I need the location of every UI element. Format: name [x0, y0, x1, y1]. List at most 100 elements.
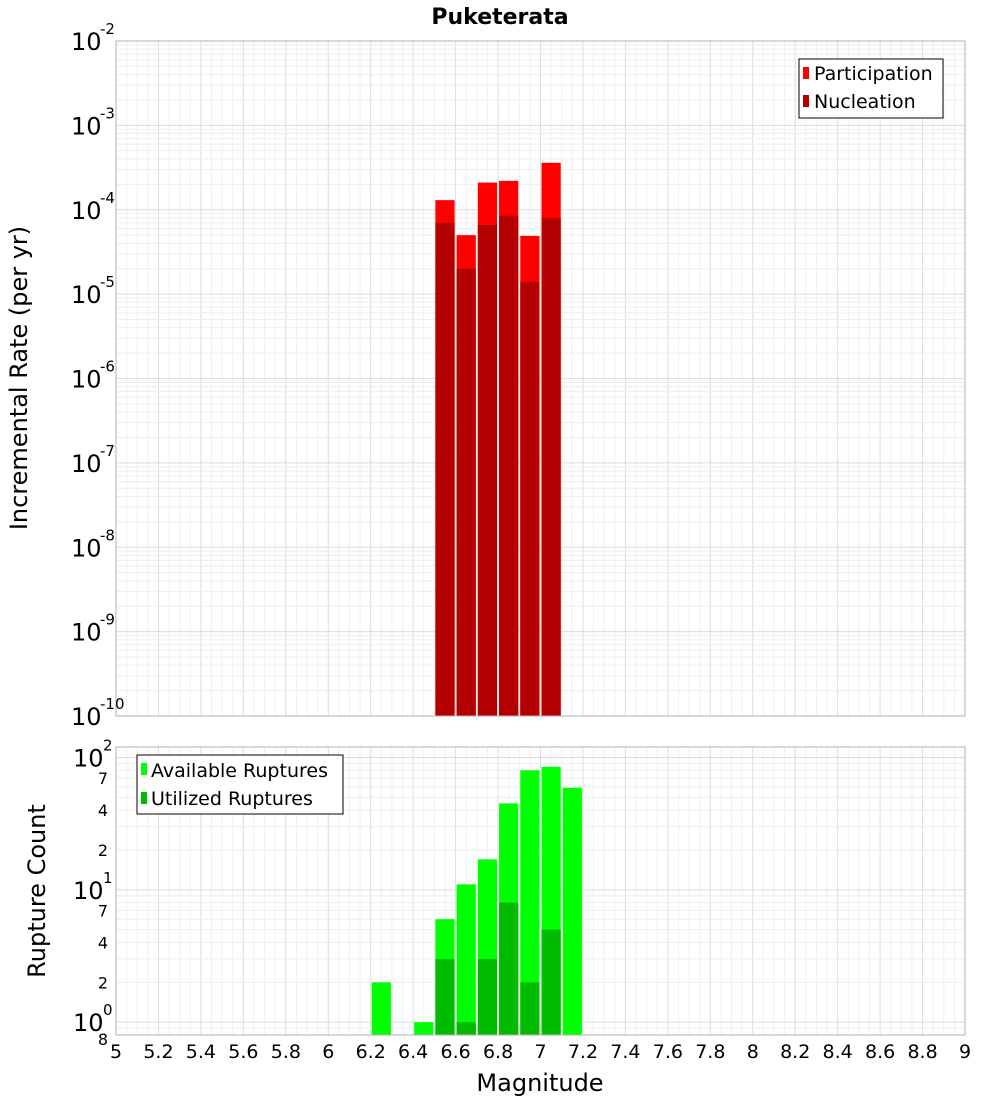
rate-panel-y-ticks: 10-210-310-410-510-610-710-810-910-10 — [71, 20, 125, 731]
count-y-minor-tick-6: 8 — [98, 1030, 108, 1049]
rate-y-tick-base: 10 — [71, 619, 102, 647]
x-tick-13: 7.6 — [653, 1041, 683, 1063]
rate-bar-1-4 — [520, 281, 540, 716]
x-tick-3: 5.6 — [228, 1041, 258, 1063]
rate-y-tick-base: 10 — [71, 281, 102, 309]
count-panel-grid — [115, 747, 966, 1036]
count-bar-1-3 — [456, 1022, 476, 1035]
rate-y-tick-base: 10 — [71, 112, 102, 140]
count-y-tick-exponent: 2 — [103, 736, 113, 754]
count-legend-label-utilized: Utilized Ruptures — [151, 788, 313, 810]
count-bar-1-2 — [435, 959, 455, 1035]
count-y-minor-tick-1: 4 — [98, 801, 108, 820]
rate-y-tick-exponent: -4 — [100, 189, 115, 207]
count-y-minor-tick-3: 7 — [98, 901, 108, 920]
x-tick-10: 7 — [534, 1041, 546, 1063]
count-panel-y-label: Rupture Count — [23, 804, 51, 978]
rate-bar-1-3 — [499, 215, 519, 717]
rate-y-tick-5: 10-7 — [71, 442, 115, 478]
rate-y-tick-exponent: -5 — [100, 273, 115, 291]
rate-y-tick-exponent: -3 — [100, 104, 115, 122]
count-y-minor-tick-2: 2 — [98, 841, 108, 860]
count-panel-bars — [371, 766, 582, 1035]
rate-legend-label-participation: Participation — [814, 63, 933, 85]
rate-y-tick-exponent: -7 — [100, 442, 115, 460]
rate-y-tick-exponent: -10 — [100, 695, 125, 713]
x-tick-8: 6.6 — [440, 1041, 470, 1063]
x-tick-6: 6.2 — [356, 1041, 386, 1063]
count-y-tick-0: 10 2 — [73, 736, 113, 772]
x-tick-20: 9 — [959, 1041, 971, 1063]
rate-bar-1-1 — [456, 268, 476, 716]
rate-y-tick-2: 10-4 — [71, 189, 115, 225]
x-tick-1: 5.2 — [143, 1041, 173, 1063]
rate-panel-bars — [435, 162, 561, 717]
count-bar-0-6 — [520, 770, 540, 1035]
x-tick-17: 8.4 — [823, 1041, 853, 1063]
rate-y-tick-6: 10-8 — [71, 526, 115, 562]
rate-bar-1-0 — [435, 222, 455, 716]
rate-legend-box — [798, 58, 944, 119]
x-tick-5: 6 — [322, 1041, 334, 1063]
rate-legend-swatch-nucleation — [803, 95, 809, 107]
rate-y-tick-exponent: -8 — [100, 526, 115, 544]
x-tick-9: 6.8 — [483, 1041, 513, 1063]
count-y-tick-1: 10 1 — [73, 869, 113, 905]
count-bar-0-8 — [562, 787, 582, 1035]
x-tick-15: 8 — [747, 1041, 759, 1063]
x-tick-14: 7.8 — [695, 1041, 725, 1063]
rate-y-tick-base: 10 — [71, 703, 102, 731]
rate-y-tick-0: 10-2 — [71, 20, 115, 56]
rate-y-tick-3: 10-5 — [71, 273, 115, 309]
x-tick-19: 8.8 — [907, 1041, 937, 1063]
count-y-minor-tick-5: 2 — [98, 973, 108, 992]
rate-y-tick-base: 10 — [71, 450, 102, 478]
x-tick-12: 7.4 — [610, 1041, 640, 1063]
count-bar-0-1 — [414, 1022, 434, 1035]
x-axis-ticks: 5 5.2 5.4 5.6 5.8 6 6.2 6.4 6.6 6.8 7 7.2 7.4 7.6 7.8 8… — [110, 1041, 971, 1063]
x-tick-16: 8.2 — [780, 1041, 810, 1063]
rate-y-tick-8: 10-10 — [71, 695, 125, 731]
x-axis-label: Magnitude — [476, 1069, 603, 1097]
count-bar-1-6 — [520, 982, 540, 1035]
count-legend-swatch-available — [141, 763, 147, 775]
count-bar-1-7 — [541, 929, 561, 1035]
count-y-tick-exponent: 1 — [103, 869, 113, 887]
rate-bar-1-2 — [477, 224, 498, 716]
count-legend-swatch-utilized — [141, 792, 147, 804]
count-legend-box — [136, 754, 344, 815]
count-bar-1-5 — [499, 902, 519, 1035]
x-tick-18: 8.6 — [865, 1041, 895, 1063]
chart-title: Puketerata — [431, 5, 568, 30]
count-y-minor-tick-4: 4 — [98, 933, 108, 952]
rate-panel-frame — [115, 40, 966, 717]
count-y-tick-base: 10 — [73, 877, 104, 905]
rate-legend-swatch-participation — [803, 67, 809, 79]
count-y-tick-exponent: 0 — [103, 1001, 113, 1019]
count-y-tick-2: 10 0 — [73, 1001, 113, 1037]
rate-panel-y-label: Incremental Rate (per yr) — [5, 226, 33, 530]
rate-y-tick-base: 10 — [71, 197, 102, 225]
count-bar-0-0 — [371, 982, 391, 1035]
count-y-tick-base: 10 — [73, 744, 104, 772]
x-tick-11: 7.2 — [568, 1041, 598, 1063]
rate-y-tick-base: 10 — [71, 366, 102, 394]
rate-y-tick-4: 10-6 — [71, 358, 115, 394]
rate-y-tick-1: 10-3 — [71, 104, 115, 140]
count-legend: Available Ruptures Utilized Ruptures — [136, 754, 344, 815]
count-bar-0-3 — [456, 884, 476, 1035]
count-legend-label-available: Available Ruptures — [151, 760, 328, 782]
rate-y-tick-base: 10 — [71, 28, 102, 56]
count-bar-1-4 — [477, 959, 498, 1035]
rate-y-tick-base: 10 — [71, 534, 102, 562]
rate-legend-label-nucleation: Nucleation — [814, 91, 916, 113]
rate-y-tick-7: 10-9 — [71, 611, 115, 647]
x-tick-0: 5 — [110, 1041, 122, 1063]
rate-y-tick-exponent: -2 — [100, 20, 115, 38]
x-tick-4: 5.8 — [271, 1041, 301, 1063]
rate-legend: Participation Nucleation — [798, 58, 944, 119]
count-y-minor-tick-0: 7 — [98, 769, 108, 788]
